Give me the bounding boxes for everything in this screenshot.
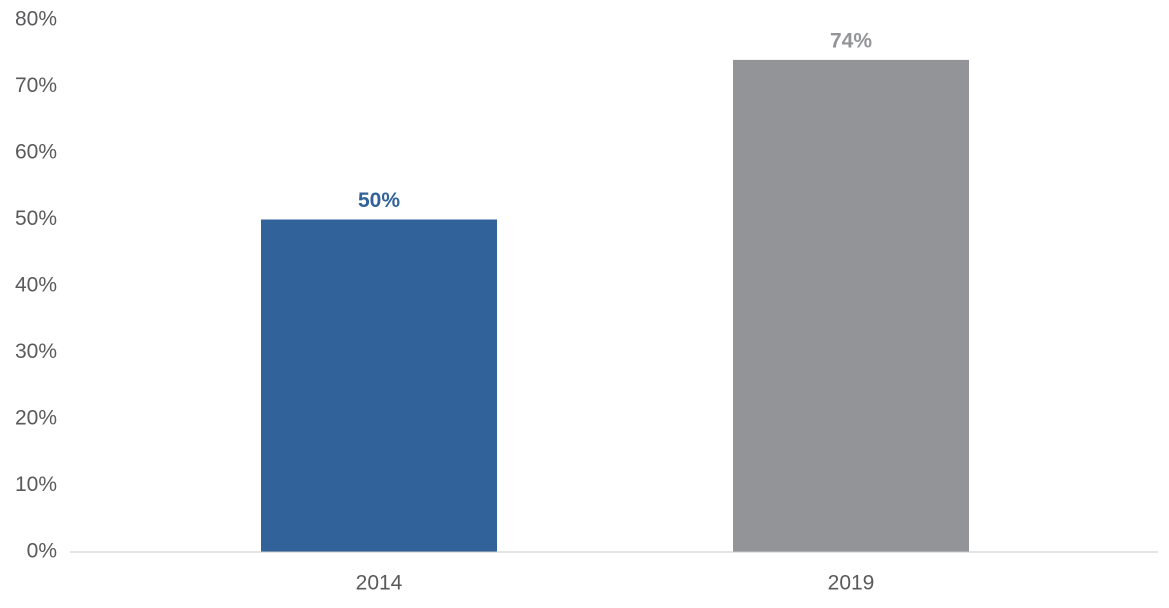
y-tick-label: 80% [15,8,57,31]
bar [733,59,969,553]
x-tick-label: 2019 [828,572,875,595]
y-tick-label: 30% [15,340,57,363]
y-tick-label: 0% [27,540,57,563]
bar [261,219,497,552]
y-tick-label: 60% [15,141,57,164]
y-tick-label: 70% [15,74,57,97]
y-tick-label: 40% [15,274,57,297]
value-label: 50% [358,189,400,212]
y-tick-label: 50% [15,207,57,230]
y-tick-label: 10% [15,473,57,496]
x-tick-label: 2014 [356,572,403,595]
value-label: 74% [830,29,872,52]
y-tick-label: 20% [15,407,57,430]
